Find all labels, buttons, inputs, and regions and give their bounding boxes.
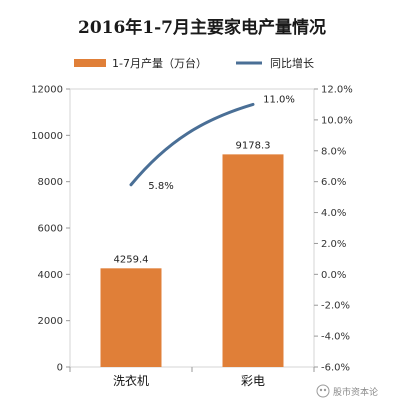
left-axis-tick-label: 12000 [31, 85, 63, 96]
left-axis-tick-label: 2000 [38, 316, 63, 327]
left-axis-tick-label: 8000 [38, 177, 63, 188]
category-axis: 洗衣机 彩电 [69, 367, 315, 388]
watermark-icon-dot [319, 388, 323, 392]
line-data-label: 11.0% [263, 94, 295, 105]
line-data-label: 5.8% [148, 181, 173, 192]
right-axis-tick-label: 12.0% [321, 85, 353, 96]
bar [222, 154, 284, 367]
legend-label-line: 同比增长 [270, 56, 314, 70]
left-axis-tick-label: 6000 [38, 224, 63, 235]
line-path [129, 102, 255, 187]
bar-data-label: 9178.3 [236, 140, 271, 151]
right-axis-tick-label: 4.0% [321, 208, 346, 219]
bar [100, 268, 162, 367]
category-label: 彩电 [241, 374, 265, 388]
bar-data-label: 4259.4 [114, 254, 149, 265]
category-label: 洗衣机 [113, 373, 149, 388]
right-axis-tick-label: 10.0% [321, 115, 353, 126]
watermark-icon [316, 384, 330, 398]
right-axis-tick-label: 8.0% [321, 146, 346, 157]
right-axis-tick-label: -6.0% [321, 363, 350, 374]
right-axis-tick-label: 2.0% [321, 239, 346, 250]
right-axis-tick-label: -4.0% [321, 332, 350, 343]
legend-swatch-bar [74, 59, 106, 67]
left-axis-tick-label: 0 [57, 363, 63, 374]
right-axis: -6.0% -4.0% -2.0% 0.0% 2.0% 4.0% 6.0% 8.0% 10.0%… [314, 85, 353, 374]
left-axis-tick-label: 4000 [38, 270, 63, 281]
left-axis-tick-label: 10000 [31, 131, 63, 142]
chart-title: 2016年1-7月主要家电产量情况 [78, 17, 326, 38]
watermark: 股市资本论 [316, 384, 378, 398]
right-axis-tick-label: 6.0% [321, 177, 346, 188]
legend: 1-7月产量（万台） 同比增长 [74, 56, 314, 70]
left-axis: 0 2000 4000 6000 8000 10000 12000 [31, 85, 70, 374]
bar-series: 4259.4 9178.3 [100, 140, 284, 367]
line-series: 5.8% 11.0% [129, 94, 295, 192]
watermark-text: 股市资本论 [333, 386, 378, 398]
right-axis-tick-label: -2.0% [321, 301, 350, 312]
legend-label-bar: 1-7月产量（万台） [112, 56, 207, 70]
right-axis-tick-label: 0.0% [321, 270, 346, 281]
watermark-icon-dot [323, 388, 327, 392]
